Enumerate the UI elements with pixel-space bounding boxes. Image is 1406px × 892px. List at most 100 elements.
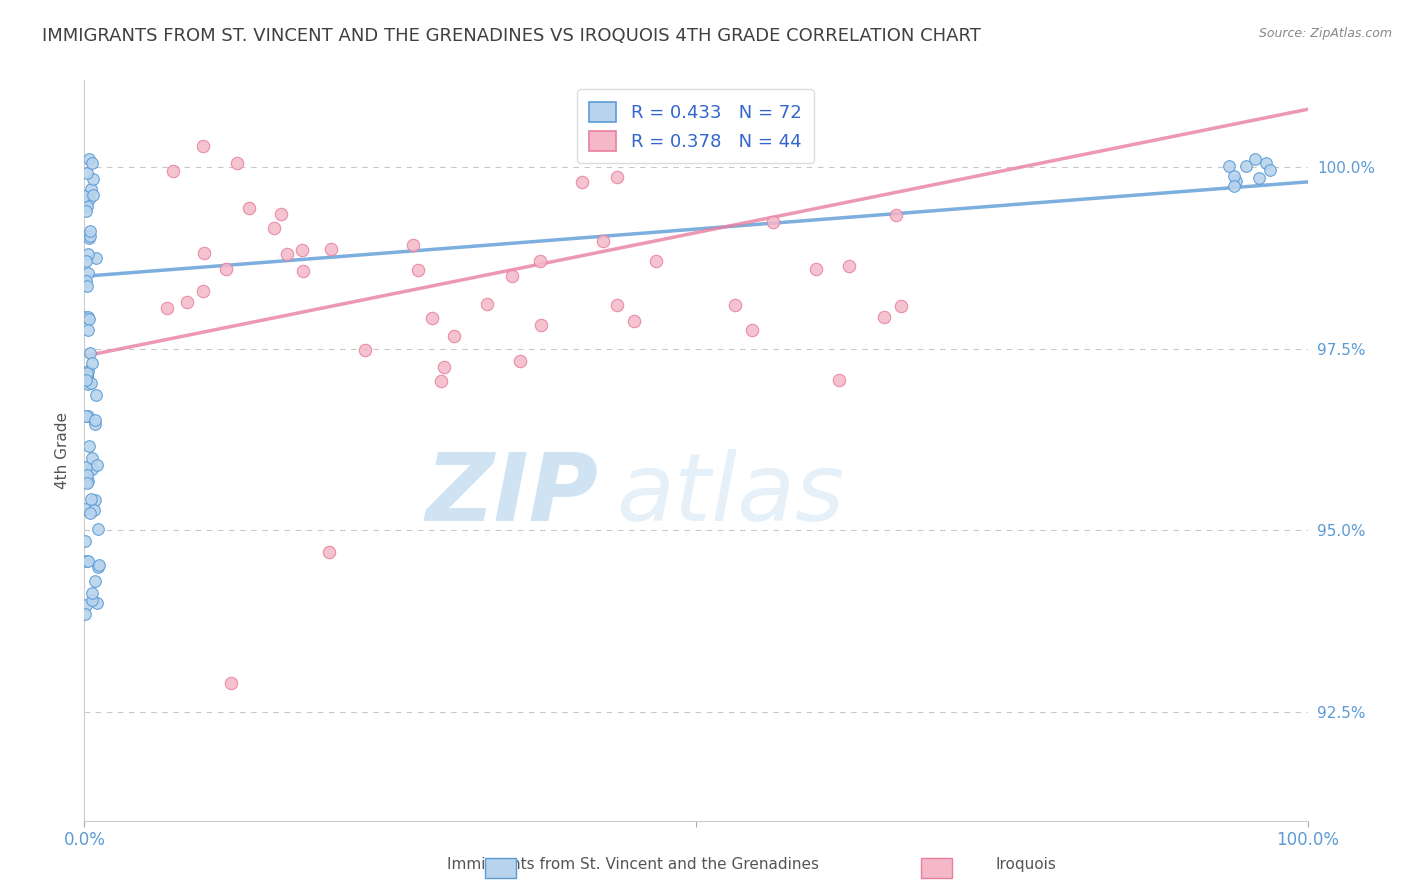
Point	[606, 297, 628, 311]
Text: Iroquois: Iroquois	[995, 857, 1057, 872]
Text: ZIP: ZIP	[425, 449, 598, 541]
Point	[606, 169, 628, 184]
Point	[82, 451, 104, 466]
Point	[80, 156, 103, 170]
Point	[828, 373, 851, 387]
Point	[1249, 170, 1271, 185]
Point	[76, 554, 98, 568]
Point	[82, 171, 104, 186]
Point	[321, 242, 343, 256]
Point	[84, 387, 107, 401]
Point	[75, 254, 97, 268]
Point	[80, 491, 103, 506]
Point	[623, 314, 645, 328]
Point	[156, 301, 179, 315]
Point	[475, 297, 498, 311]
Point	[529, 254, 551, 268]
Point	[270, 207, 292, 221]
Point	[501, 268, 523, 283]
Point	[762, 215, 785, 229]
Point	[804, 262, 827, 277]
Point	[87, 559, 110, 574]
Point	[592, 235, 614, 249]
Point	[1243, 152, 1265, 166]
Point	[741, 323, 763, 337]
Point	[77, 231, 100, 245]
Point	[73, 189, 96, 203]
Point	[77, 377, 100, 392]
Point	[75, 607, 97, 621]
Point	[79, 224, 101, 238]
Point	[76, 409, 98, 423]
Text: atlas: atlas	[616, 450, 845, 541]
Point	[87, 522, 110, 536]
Point	[75, 409, 97, 423]
Point	[402, 238, 425, 252]
Point	[238, 201, 260, 215]
Point	[77, 152, 100, 166]
Y-axis label: 4th Grade: 4th Grade	[55, 412, 70, 489]
Point	[80, 593, 103, 607]
Point	[291, 264, 314, 278]
Point	[82, 586, 104, 600]
Point	[79, 439, 101, 453]
Point	[1234, 159, 1257, 173]
Point	[84, 417, 107, 431]
Point	[1256, 155, 1278, 169]
Point	[75, 534, 97, 549]
Point	[76, 369, 98, 384]
Point	[276, 247, 298, 261]
Point	[1258, 162, 1281, 177]
Point	[571, 176, 593, 190]
Point	[75, 373, 97, 387]
Point	[75, 204, 97, 219]
Point	[838, 259, 860, 273]
Point	[193, 246, 215, 260]
Point	[77, 310, 100, 325]
Point	[219, 675, 242, 690]
Point	[176, 294, 198, 309]
Point	[77, 192, 100, 206]
Point	[77, 266, 100, 280]
Point	[354, 343, 377, 357]
Point	[83, 503, 105, 517]
Point	[79, 506, 101, 520]
Point	[80, 182, 103, 196]
Point	[162, 163, 184, 178]
Point	[79, 229, 101, 244]
Point	[645, 254, 668, 268]
Point	[76, 246, 98, 260]
Point	[191, 138, 214, 153]
Point	[77, 474, 100, 488]
Point	[890, 299, 912, 313]
Point	[75, 554, 97, 568]
Point	[1223, 178, 1246, 193]
Point	[76, 278, 98, 293]
Point	[79, 376, 101, 390]
Point	[226, 156, 249, 170]
Point	[77, 323, 100, 337]
Point	[191, 284, 214, 298]
Point	[1225, 173, 1247, 187]
Point	[82, 356, 104, 370]
Point	[73, 502, 96, 516]
Text: Source: ZipAtlas.com: Source: ZipAtlas.com	[1258, 27, 1392, 40]
Point	[75, 274, 97, 288]
Point	[420, 310, 443, 325]
Point	[76, 364, 98, 378]
Point	[1222, 169, 1244, 183]
Point	[406, 263, 429, 277]
Point	[86, 458, 108, 472]
Point	[443, 329, 465, 343]
Point	[76, 475, 98, 490]
Point	[76, 468, 98, 483]
Point	[509, 354, 531, 368]
Point	[430, 374, 453, 388]
Point	[76, 229, 98, 244]
Point	[84, 252, 107, 266]
Point	[75, 460, 97, 475]
Point	[724, 298, 747, 312]
Point	[215, 262, 238, 277]
Point	[86, 596, 108, 610]
Point	[82, 187, 104, 202]
